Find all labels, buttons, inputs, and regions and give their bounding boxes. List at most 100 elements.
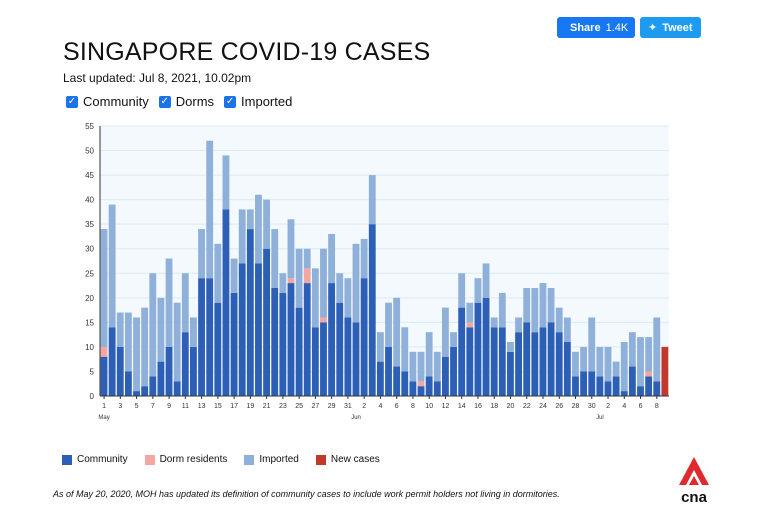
bar-segment-community	[271, 288, 279, 396]
y-tick-label: 45	[85, 171, 94, 180]
bar-segment-community	[352, 322, 360, 396]
y-tick-label: 50	[85, 147, 94, 156]
y-tick-label: 0	[90, 392, 95, 401]
bar-segment-community	[279, 292, 287, 396]
bar-segment-dorm-residents	[645, 371, 653, 377]
bar-segment-community	[255, 263, 262, 396]
bar-segment-imported	[320, 248, 327, 318]
bar-segment-community	[385, 346, 392, 396]
bar-segment-imported	[555, 307, 563, 333]
checkbox-checked-icon[interactable]: ✓	[66, 95, 78, 108]
bar-segment-community	[320, 322, 327, 396]
bar-segment-community	[368, 224, 376, 396]
bar-segment-imported	[206, 140, 214, 279]
x-tick-label: 27	[312, 403, 320, 410]
bar-segment-imported	[149, 273, 157, 377]
bar-segment-imported	[157, 297, 165, 362]
bar-segment-imported	[238, 209, 246, 264]
legend-swatch-new-cases	[315, 454, 326, 465]
bar-segment-imported	[360, 238, 368, 279]
checkbox-checked-icon[interactable]: ✓	[224, 95, 237, 108]
cna-logo-inner-mark	[689, 476, 699, 485]
bar-segment-imported	[653, 317, 661, 382]
x-tick-label: 6	[639, 403, 643, 410]
facebook-share-button[interactable]: f Share 1.4K	[557, 17, 635, 38]
filter-dorms-label: Dorms	[175, 94, 215, 109]
bar-segment-community	[596, 376, 604, 396]
bar-segment-community	[588, 371, 596, 396]
cna-logo-text: cna	[681, 489, 708, 505]
legend-label-community: Community	[77, 454, 128, 465]
x-tick-label: 28	[572, 403, 580, 410]
bar-segment-imported	[547, 288, 555, 323]
filter-community[interactable]: ✓ Community	[66, 94, 149, 109]
bar-segment-imported	[100, 229, 108, 347]
x-tick-label: 11	[182, 403, 189, 410]
bar-segment-imported	[417, 351, 425, 382]
y-tick-label: 10	[85, 343, 94, 352]
x-tick-label: 12	[442, 403, 450, 410]
facebook-share-count: 1.4K	[605, 21, 629, 34]
bar-segment-imported	[425, 332, 433, 377]
bar-segment-imported	[458, 273, 466, 308]
legend-item-new-cases: New cases	[315, 454, 380, 465]
bar-segment-community	[344, 317, 352, 396]
legend-label-dorm-residents: Dorm residents	[159, 454, 228, 465]
bar-segment-community	[474, 302, 482, 396]
tweet-button[interactable]: ✦ Tweet	[640, 17, 701, 38]
y-tick-label: 5	[90, 367, 95, 376]
bar-segment-community	[425, 376, 433, 396]
y-tick-label: 25	[85, 269, 94, 278]
bar-segment-community	[498, 327, 506, 396]
legend-label-new-cases: New cases	[330, 454, 380, 465]
legend-swatch-community	[62, 454, 72, 465]
x-tick-label: 5	[135, 403, 139, 410]
bar-segment-community	[393, 366, 401, 396]
bar-segment-community	[442, 356, 449, 396]
x-tick-label: 15	[214, 403, 222, 410]
bar-segment-community	[620, 391, 628, 396]
x-tick-label: 2	[606, 403, 610, 410]
filter-dorms[interactable]: ✓ Dorms	[158, 94, 215, 109]
bar-segment-community	[287, 283, 295, 396]
filter-imported[interactable]: ✓ Imported	[224, 94, 292, 109]
x-tick-label: 4	[622, 403, 626, 410]
x-tick-label: 30	[588, 403, 596, 410]
bar-segment-imported	[563, 317, 571, 342]
x-tick-label: 25	[295, 403, 303, 410]
bar-segment-new-cases	[661, 346, 669, 396]
bar-segment-community	[401, 371, 409, 396]
bar-segment-dorm-residents	[320, 317, 327, 323]
bar-segment-imported	[376, 332, 384, 362]
x-tick-label: 18	[490, 403, 498, 410]
x-tick-label: 29	[328, 403, 336, 410]
bar-segment-dorm-residents	[100, 346, 108, 357]
checkbox-checked-icon[interactable]: ✓	[158, 95, 171, 108]
bar-segment-imported	[628, 332, 636, 367]
bar-segment-imported	[401, 327, 409, 372]
x-tick-label: 3	[118, 403, 122, 410]
bar-segment-imported	[588, 317, 596, 372]
bar-segment-imported	[108, 204, 116, 328]
x-tick-label: 14	[458, 403, 466, 410]
bar-segment-community	[165, 346, 173, 396]
bar-segment-community	[149, 376, 157, 396]
bar-segment-imported	[255, 194, 262, 264]
x-tick-label: 17	[230, 403, 238, 410]
bar-segment-imported	[116, 312, 124, 347]
x-tick-label: 23	[279, 403, 287, 410]
bar-segment-community	[133, 391, 140, 396]
x-tick-label: 21	[263, 403, 271, 410]
x-month-label: May	[98, 415, 109, 421]
x-tick-label: 22	[523, 403, 531, 410]
bar-segment-community	[433, 381, 441, 396]
bar-segment-imported	[263, 199, 270, 249]
bar-segment-imported	[580, 346, 588, 372]
filter-community-label: Community	[83, 94, 149, 109]
bar-segment-imported	[287, 219, 295, 279]
bar-segment-imported	[450, 332, 457, 347]
facebook-share-label: Share	[570, 21, 601, 34]
bar-segment-community	[637, 386, 644, 396]
bar-segment-dorm-residents	[303, 268, 311, 284]
cna-logo: cna	[679, 457, 709, 505]
